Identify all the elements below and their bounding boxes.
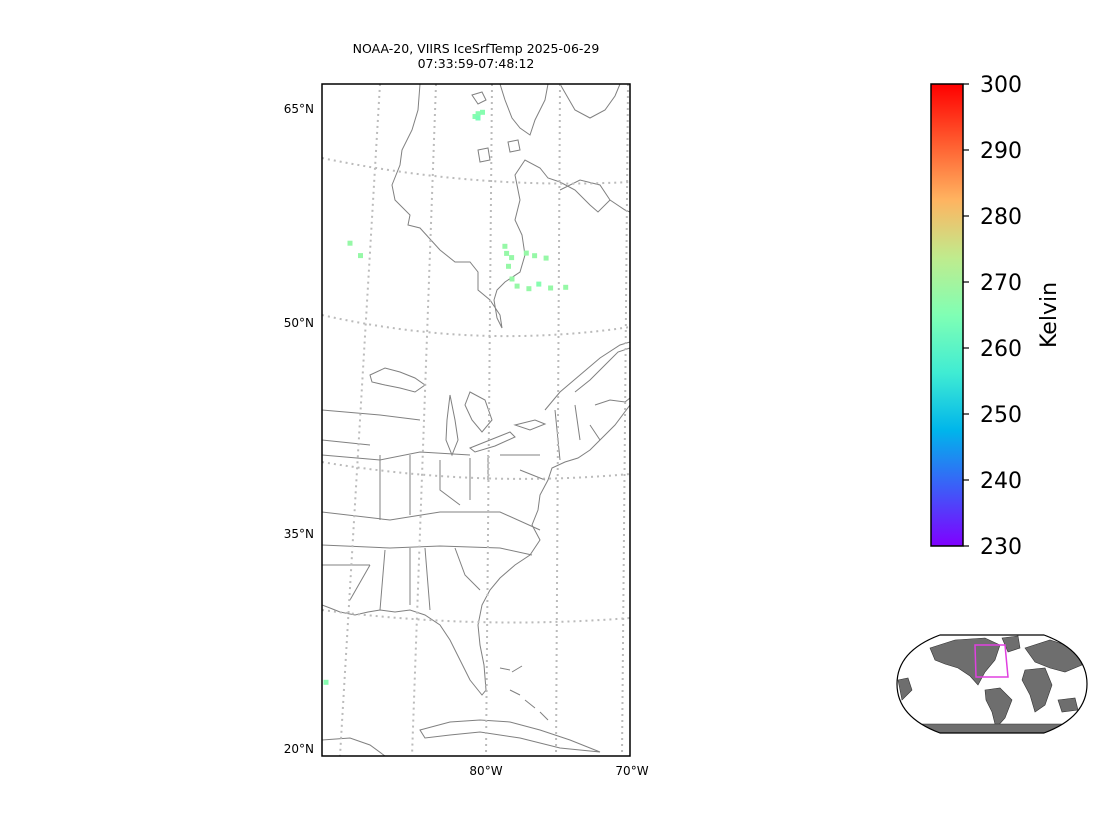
island-3 <box>507 139 521 153</box>
inset-extent-box <box>974 644 1009 678</box>
data-point <box>223 174 228 179</box>
inset-australia <box>1057 697 1079 713</box>
data-points <box>223 100 685 715</box>
data-point <box>548 285 554 291</box>
data-point <box>526 286 532 292</box>
data-point <box>680 150 685 155</box>
data-point <box>506 263 511 269</box>
labrador-coast <box>559 179 611 201</box>
inset-globe <box>896 634 1088 734</box>
island-1 <box>471 91 487 105</box>
data-point <box>502 243 508 249</box>
lon-label-80w: 80°W <box>469 764 502 778</box>
data-point <box>543 255 549 261</box>
data-point <box>480 109 485 115</box>
colorbar: 300 290 280 270 260 250 240 230 Kelvin <box>930 73 1062 560</box>
maritimes-coast <box>594 397 630 406</box>
data-point <box>504 250 510 256</box>
coastlines-and-borders <box>322 84 630 756</box>
state-borders <box>322 404 601 611</box>
graticule <box>322 84 630 756</box>
lake-superior <box>369 367 426 393</box>
data-point <box>249 118 254 123</box>
graticule-lon-a <box>339 84 381 756</box>
inset-outline <box>896 634 1088 734</box>
lake-erie <box>469 431 516 453</box>
data-point <box>514 283 520 289</box>
st-lawrence-2 <box>574 347 630 393</box>
bahamas <box>499 665 549 721</box>
yucatan <box>322 737 386 756</box>
map-background <box>322 84 630 756</box>
lake-ontario <box>513 419 547 431</box>
hudson-bay-coast <box>391 84 630 329</box>
graticule-lon-70 <box>621 84 629 756</box>
cuba <box>419 719 601 753</box>
inset-north-america <box>929 637 1001 686</box>
inset-south-america <box>984 687 1013 729</box>
island-2 <box>477 147 491 163</box>
data-point <box>472 114 478 119</box>
colorbar-tick-label: 290 <box>980 139 1022 164</box>
data-point <box>475 115 481 121</box>
inset-west-land <box>897 677 913 701</box>
colorbar-tick-label: 230 <box>980 535 1022 560</box>
data-point <box>347 240 353 246</box>
inset-africa <box>1021 667 1053 713</box>
graticule-lon-75 <box>555 84 561 756</box>
data-point <box>323 679 329 685</box>
data-point <box>638 350 643 355</box>
lat-label-50: 50°N <box>284 316 314 330</box>
data-point <box>317 100 322 105</box>
data-point <box>536 281 542 287</box>
lake-michigan <box>445 394 459 457</box>
graticule-lon-80 <box>485 84 493 756</box>
data-point <box>358 253 363 259</box>
colorbar-tick-label: 280 <box>980 205 1022 230</box>
data-point <box>523 250 529 256</box>
data-point <box>475 111 481 117</box>
data-point <box>563 284 569 290</box>
inset-greenland <box>1001 635 1021 653</box>
data-point <box>244 120 249 125</box>
colorbar-ticks: 300 290 280 270 260 250 240 230 <box>963 73 1022 560</box>
plot-title: NOAA-20, VIIRS IceSrfTemp 2025-06-29 07:… <box>322 41 630 71</box>
lon-label-70w: 70°W <box>615 764 648 778</box>
lat-label-20: 20°N <box>284 742 314 756</box>
map-panel <box>223 83 685 757</box>
colorbar-tick-label: 260 <box>980 337 1022 362</box>
colorbar-tick-label: 240 <box>980 469 1022 494</box>
data-point <box>231 710 236 715</box>
ungava-coast <box>499 84 549 136</box>
graticule-lon-b <box>411 84 437 756</box>
baffin-coast <box>559 84 621 119</box>
lat-label-65: 65°N <box>284 102 314 116</box>
plot-title-line2: 07:33:59-07:48:12 <box>417 56 535 71</box>
data-point <box>509 276 515 282</box>
st-lawrence <box>544 341 630 411</box>
colorbar-unit-label: Kelvin <box>1037 282 1062 348</box>
data-point <box>223 132 228 137</box>
inset-antarctica <box>899 723 1086 733</box>
data-point <box>268 105 273 110</box>
colorbar-tick-label: 300 <box>980 73 1022 98</box>
us-east-coast <box>322 404 630 696</box>
data-point <box>278 109 283 114</box>
lake-huron <box>464 391 493 433</box>
colorbar-bar <box>930 83 964 547</box>
data-point <box>243 137 248 142</box>
data-point <box>532 253 538 259</box>
data-point <box>509 255 515 261</box>
map-frame <box>321 83 631 757</box>
inset-land <box>897 635 1086 733</box>
plot-title-line1: NOAA-20, VIIRS IceSrfTemp 2025-06-29 <box>352 41 600 56</box>
colorbar-tick-label: 250 <box>980 403 1022 428</box>
lat-label-35: 35°N <box>284 527 314 541</box>
colorbar-tick-label: 270 <box>980 271 1022 296</box>
